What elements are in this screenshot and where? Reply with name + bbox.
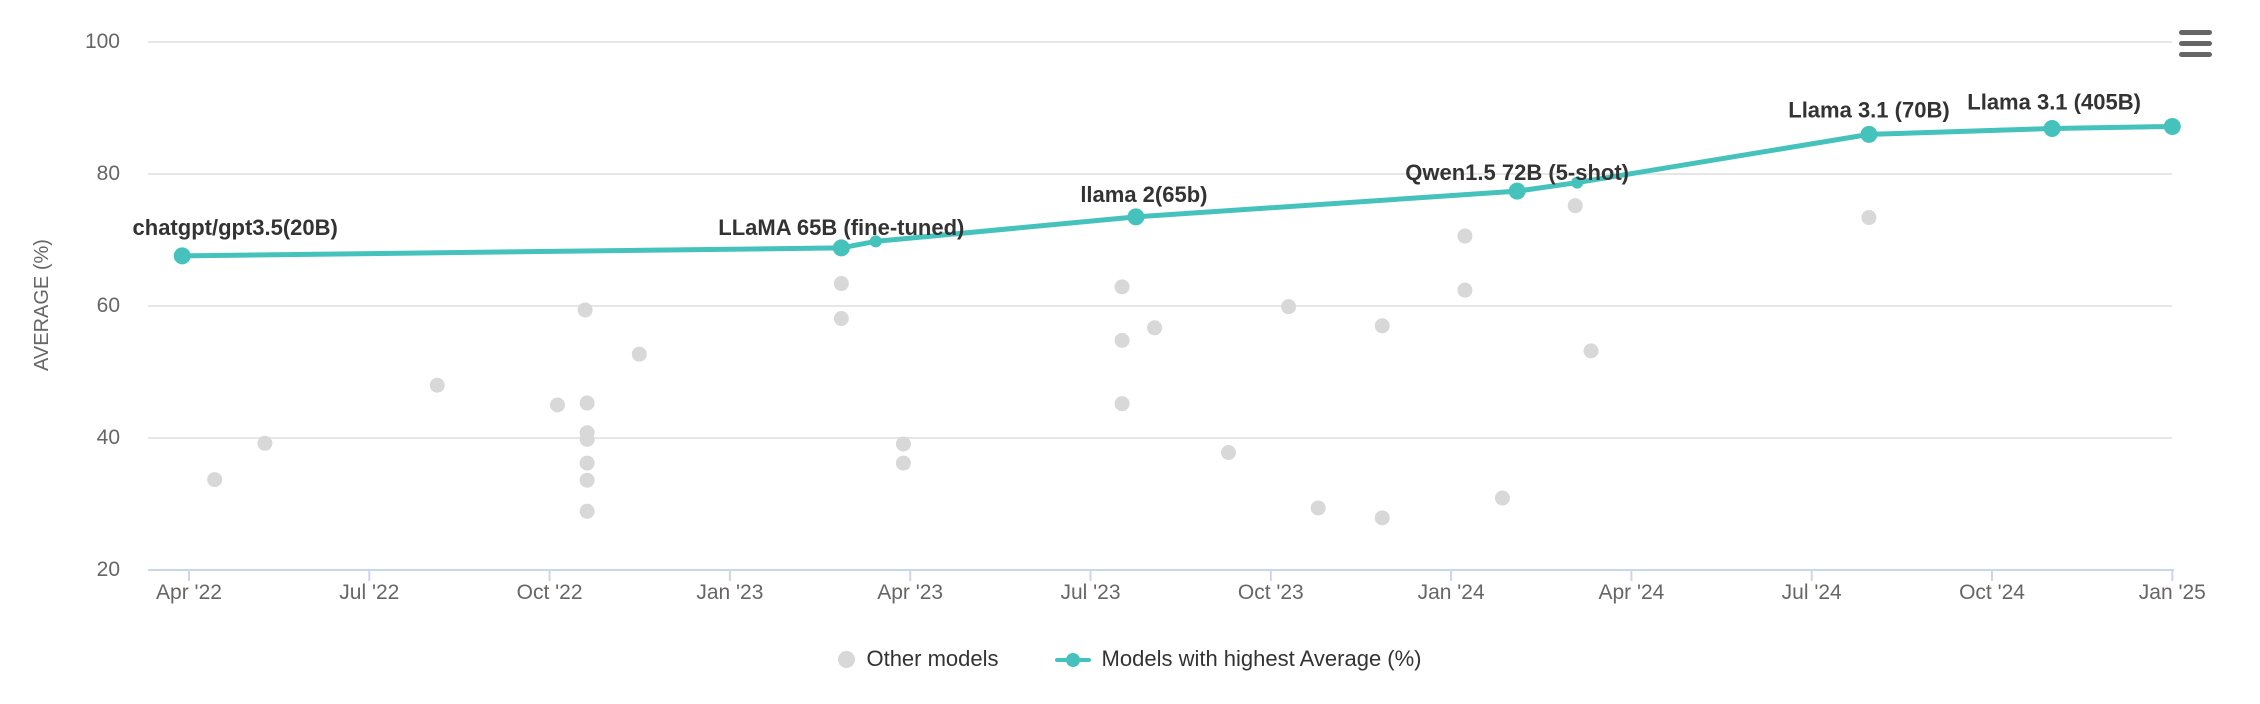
y-tick-label: 20: [96, 558, 120, 581]
legend-item-highest-average[interactable]: Models with highest Average (%): [1054, 646, 1422, 672]
scatter-point[interactable]: [579, 455, 595, 471]
scatter-point[interactable]: [429, 377, 445, 393]
scatter-point[interactable]: [833, 311, 849, 327]
point-label: Qwen1.5 72B (5-shot): [1405, 160, 1629, 185]
line-point[interactable]: [1508, 182, 1526, 200]
line-point[interactable]: [832, 239, 850, 257]
scatter-point[interactable]: [1457, 282, 1473, 298]
y-tick-label: 40: [96, 426, 120, 449]
scatter-point[interactable]: [631, 346, 647, 362]
point-label: chatgpt/gpt3.5(20B): [133, 215, 338, 240]
y-tick-label: 80: [96, 162, 120, 185]
x-tick-label: Jan '23: [696, 581, 764, 604]
scatter-point[interactable]: [1220, 445, 1236, 461]
x-tick-label: Jul '22: [339, 581, 400, 604]
legend-label: Models with highest Average (%): [1101, 646, 1422, 671]
scatter-point[interactable]: [579, 503, 595, 519]
x-tick-label: Apr '23: [877, 581, 944, 604]
x-tick-label: Jul '23: [1060, 581, 1121, 604]
line-point[interactable]: [1860, 125, 1878, 143]
scatter-point[interactable]: [1374, 318, 1390, 334]
x-tick-label: Jan '25: [2138, 581, 2206, 604]
line-marker-icon: [1054, 651, 1091, 668]
scatter-point[interactable]: [1494, 490, 1510, 506]
x-tick-label: Apr '22: [156, 581, 222, 604]
scatter-point[interactable]: [1861, 210, 1877, 226]
scatter-point[interactable]: [895, 455, 911, 471]
legend-item-other-models[interactable]: Other models: [838, 646, 999, 672]
point-label: llama 2(65b): [1080, 182, 1207, 207]
point-label: Llama 3.1 (70B): [1788, 97, 1949, 122]
scatter-point[interactable]: [1147, 320, 1163, 336]
x-tick-label: Oct '22: [516, 581, 583, 604]
scatter-point[interactable]: [579, 472, 595, 488]
line-point[interactable]: [2043, 119, 2061, 137]
point-label: LLaMA 65B (fine-tuned): [718, 215, 964, 240]
scatter-point[interactable]: [1281, 299, 1297, 315]
scatter-point[interactable]: [579, 395, 595, 411]
scatter-point[interactable]: [1457, 228, 1473, 244]
scatter-point[interactable]: [577, 302, 593, 318]
x-tick-label: Apr '24: [1598, 581, 1665, 604]
line-point[interactable]: [1571, 176, 1584, 189]
scatter-point[interactable]: [1114, 279, 1130, 295]
line-point[interactable]: [1127, 208, 1145, 226]
point-label: Llama 3.1 (405B): [1967, 89, 2141, 114]
scatter-point[interactable]: [1114, 332, 1130, 348]
scatter-marker-icon: [838, 650, 856, 668]
scatter-point[interactable]: [257, 435, 273, 451]
scatter-point[interactable]: [1374, 510, 1390, 526]
scatter-point[interactable]: [1310, 500, 1326, 516]
x-tick-label: Oct '23: [1237, 581, 1304, 604]
y-tick-label: 100: [84, 30, 120, 53]
scatter-point[interactable]: [579, 431, 595, 447]
legend: Other models Models with highest Average…: [0, 646, 2260, 672]
x-tick-label: Jan '24: [1417, 581, 1485, 604]
scatter-point[interactable]: [895, 436, 911, 452]
scatter-point[interactable]: [1567, 198, 1583, 214]
scatter-point[interactable]: [1114, 396, 1130, 412]
line-point[interactable]: [869, 235, 882, 248]
scatter-point[interactable]: [833, 276, 849, 292]
hamburger-menu-icon[interactable]: [2179, 30, 2212, 58]
x-tick-label: Oct '24: [1959, 581, 2025, 604]
legend-label: Other models: [866, 646, 999, 671]
y-tick-label: 60: [96, 294, 120, 317]
x-tick-label: Jul '24: [1781, 581, 1842, 604]
scatter-point[interactable]: [1583, 343, 1599, 359]
line-point[interactable]: [2163, 117, 2181, 135]
scatter-point[interactable]: [207, 472, 223, 488]
line-point[interactable]: [173, 247, 191, 265]
scatter-point[interactable]: [549, 397, 565, 413]
